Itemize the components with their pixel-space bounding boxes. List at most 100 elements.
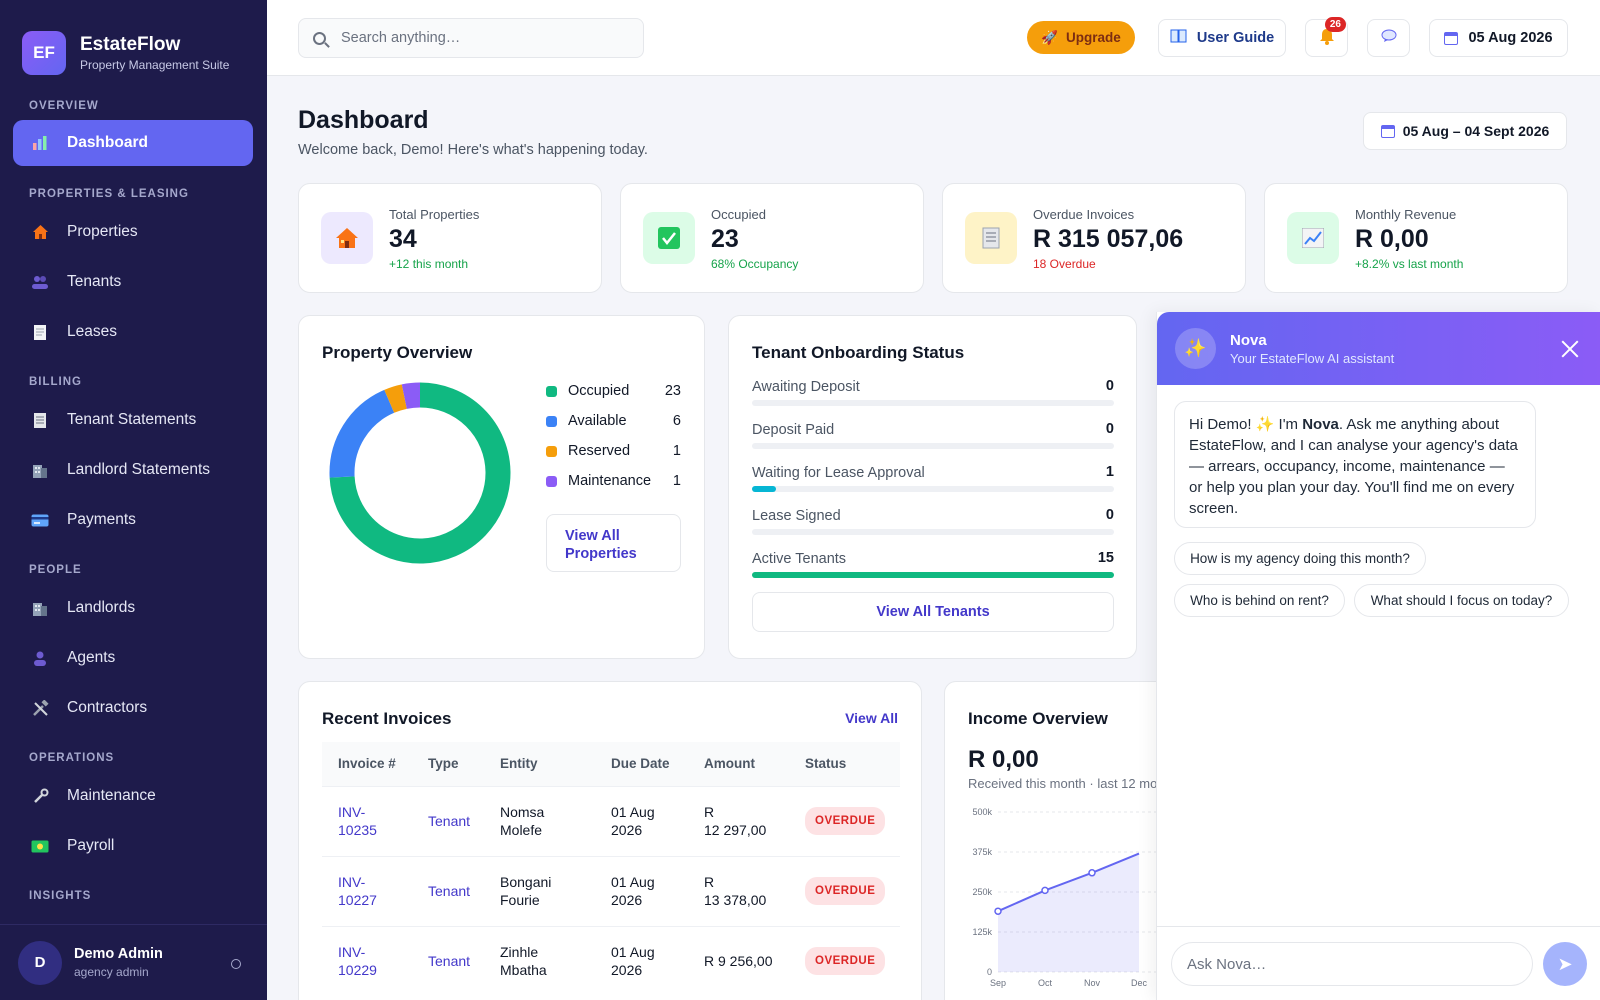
- nova-chat-input[interactable]: [1171, 942, 1533, 986]
- view-all-properties-button[interactable]: View All Properties: [546, 514, 681, 572]
- stat-card-overdue-invoices[interactable]: Overdue Invoices R 315 057,06 18 Overdue: [942, 183, 1246, 293]
- date-button[interactable]: 05 Aug 2026: [1429, 19, 1568, 57]
- onboarding-row: Deposit Paid 0: [752, 421, 1114, 453]
- donut-slice-occupied[interactable]: [329, 382, 511, 564]
- user-role: agency admin: [74, 965, 149, 979]
- onboarding-row: Waiting for Lease Approval 1: [752, 464, 1114, 496]
- house-icon: [31, 223, 49, 241]
- invoice-type-link[interactable]: Tenant: [412, 785, 484, 856]
- date-range-picker[interactable]: 05 Aug – 04 Sept 2026: [1363, 112, 1567, 150]
- donut-slice-maintenance[interactable]: [401, 382, 421, 409]
- column-header[interactable]: Amount: [688, 742, 789, 786]
- onboarding-row: Awaiting Deposit 0: [752, 378, 1114, 410]
- view-all-tenants-button[interactable]: View All Tenants: [752, 592, 1114, 632]
- legend-value: 1: [672, 473, 681, 489]
- card-title: Property Overview: [322, 343, 473, 362]
- column-header[interactable]: Due Date: [595, 742, 688, 786]
- sidebar-item-properties[interactable]: Properties: [13, 209, 253, 255]
- donut-slice-reserved[interactable]: [384, 384, 408, 413]
- sidebar-item-tenants[interactable]: Tenants: [13, 259, 253, 305]
- sidebar-item-maintenance[interactable]: Maintenance: [13, 773, 253, 819]
- nova-message-name: Nova: [1302, 416, 1339, 433]
- sidebar-item-payroll[interactable]: Payroll: [13, 823, 253, 869]
- legend-swatch: [546, 415, 557, 427]
- invoice-entity: Bongani Fourie: [484, 855, 595, 926]
- sidebar-item-landlord-statements[interactable]: Landlord Statements: [13, 447, 253, 493]
- notifications-button[interactable]: 26: [1305, 17, 1348, 57]
- suggestion-chip[interactable]: What should I focus on today?: [1354, 584, 1569, 617]
- column-header[interactable]: Invoice #: [322, 742, 412, 786]
- sidebar-item-leases[interactable]: Leases: [13, 309, 253, 355]
- invoice-type-link[interactable]: Tenant: [412, 925, 484, 996]
- sidebar-item-dashboard[interactable]: Dashboard: [13, 120, 253, 166]
- sidebar-item-contractors[interactable]: Contractors: [13, 685, 253, 731]
- user-profile[interactable]: D Demo Admin agency admin: [0, 924, 267, 1000]
- upgrade-button[interactable]: 🚀 Upgrade: [1027, 21, 1135, 54]
- income-point[interactable]: [1088, 869, 1096, 877]
- column-header[interactable]: Status: [789, 742, 900, 786]
- app-logo: EF: [22, 31, 66, 75]
- nova-message: Hi Demo! ✨ I'm Nova. Ask me anything abo…: [1174, 401, 1536, 528]
- stat-card-occupied[interactable]: Occupied 23 68% Occupancy: [620, 183, 924, 293]
- x-tick-label: Dec: [1131, 978, 1148, 988]
- invoice-number-link[interactable]: INV- 10229: [322, 925, 412, 996]
- donut-slice-available[interactable]: [329, 389, 395, 478]
- date-label: 05 Aug 2026: [1468, 30, 1553, 46]
- status-badge: OVERDUE: [805, 807, 886, 835]
- invoice-type-link[interactable]: Tenant: [412, 855, 484, 926]
- house-icon: [321, 212, 373, 264]
- sidebar-item-landlords[interactable]: Landlords: [13, 585, 253, 631]
- table-row[interactable]: INV- 10227 Tenant Bongani Fourie 01 Aug …: [322, 855, 900, 926]
- sidebar-item-tenant-statements[interactable]: Tenant Statements: [13, 397, 253, 443]
- search-box[interactable]: [298, 18, 644, 58]
- y-tick-label: 125k: [972, 927, 992, 937]
- calendar-icon: [1444, 31, 1459, 45]
- property-donut-chart: [329, 382, 511, 564]
- sidebar-item-payments[interactable]: Payments: [13, 497, 253, 543]
- status-badge: OVERDUE: [805, 877, 886, 905]
- invoice-entity: Zinhle Mbatha: [484, 925, 595, 996]
- app-name: EstateFlow: [80, 34, 181, 55]
- messages-button[interactable]: [1367, 19, 1410, 57]
- nav-section-properties: PROPERTIES & LEASING: [29, 188, 189, 200]
- suggestion-chip[interactable]: How is my agency doing this month?: [1174, 542, 1426, 575]
- user-guide-button[interactable]: User Guide: [1158, 19, 1286, 57]
- page-title: Dashboard: [298, 106, 429, 134]
- invoice-number-link[interactable]: INV- 10227: [322, 855, 412, 926]
- table-row[interactable]: INV- 10235 Tenant Nomsa Molefe 01 Aug 20…: [322, 785, 900, 856]
- invoice-due-date: 01 Aug 2026: [595, 785, 688, 856]
- people-icon: [31, 273, 49, 291]
- view-all-invoices-link[interactable]: View All: [845, 710, 898, 726]
- suggestion-chip[interactable]: Who is behind on rent?: [1174, 584, 1345, 617]
- y-tick-label: 250k: [972, 887, 992, 897]
- property-overview-card: Property Overview Occupied 23 Available 6 …: [298, 315, 705, 659]
- card-title: Recent Invoices: [322, 709, 452, 728]
- user-name: Demo Admin: [74, 946, 163, 962]
- legend-occupied: Occupied 23: [546, 381, 681, 401]
- nova-message-text: . Ask me anything about EstateFlow, and …: [1189, 416, 1518, 517]
- sidebar-item-agents[interactable]: Agents: [13, 635, 253, 681]
- search-input[interactable]: [341, 30, 621, 46]
- column-header[interactable]: Entity: [484, 742, 595, 786]
- close-icon[interactable]: [1561, 340, 1579, 358]
- legend-label: Occupied: [568, 383, 630, 399]
- brand[interactable]: EF EstateFlow Property Management Suite: [0, 0, 267, 82]
- book-icon: [1170, 29, 1187, 47]
- income-point[interactable]: [1041, 886, 1049, 895]
- stat-card-total-properties[interactable]: Total Properties 34 +12 this month: [298, 183, 602, 293]
- legend-maintenance: Maintenance 1: [546, 471, 681, 491]
- stat-note: +8.2% vs last month: [1355, 257, 1464, 271]
- user-guide-label: User Guide: [1196, 30, 1275, 46]
- column-header[interactable]: Type: [412, 742, 484, 786]
- table-row[interactable]: INV- 10229 Tenant Zinhle Mbatha 01 Aug 2…: [322, 925, 900, 996]
- income-value: R 0,00: [968, 746, 1039, 773]
- date-range-label: 05 Aug – 04 Sept 2026: [1402, 123, 1550, 139]
- stat-card-monthly-revenue[interactable]: Monthly Revenue R 0,00 +8.2% vs last mon…: [1264, 183, 1568, 293]
- logout-icon[interactable]: [231, 959, 241, 969]
- stat-label: Occupied: [711, 207, 766, 222]
- legend-swatch: [546, 445, 557, 457]
- nova-subtitle: Your EstateFlow AI assistant: [1230, 351, 1395, 366]
- income-point[interactable]: [994, 907, 1002, 915]
- send-button[interactable]: ➤: [1543, 942, 1587, 986]
- invoice-number-link[interactable]: INV- 10235: [322, 785, 412, 856]
